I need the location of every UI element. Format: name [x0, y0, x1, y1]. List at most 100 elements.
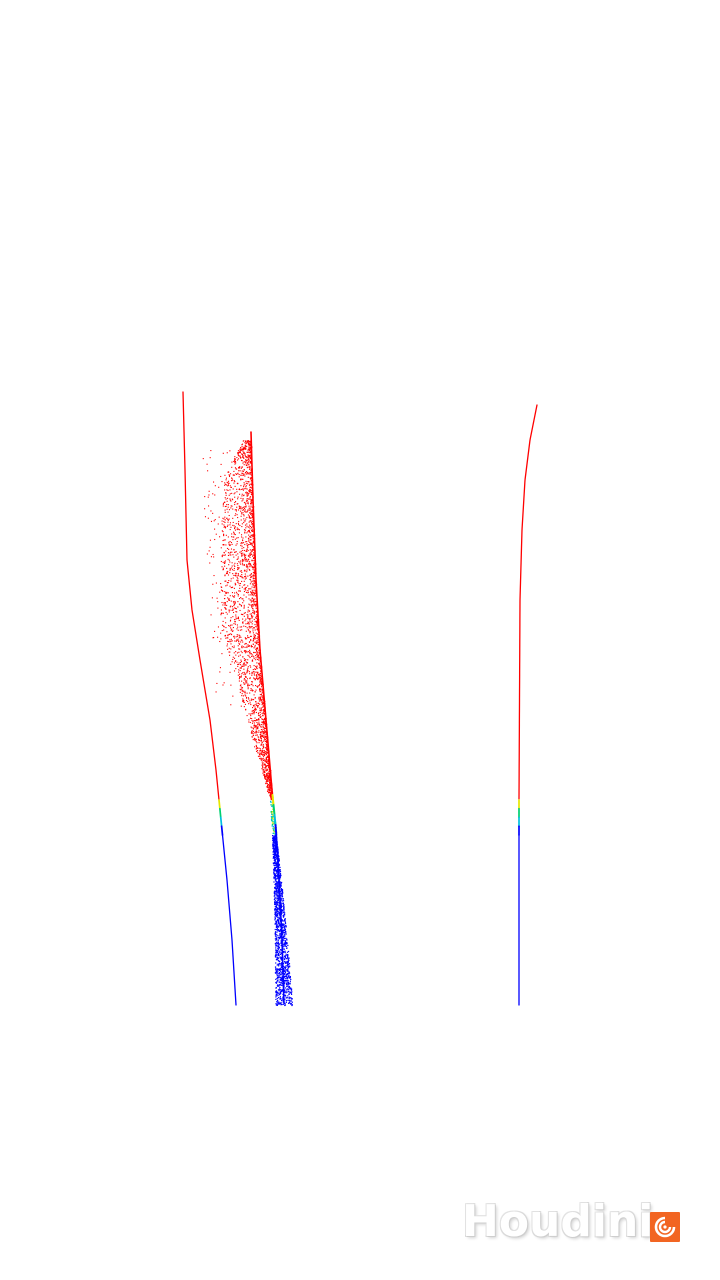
particle-dot — [229, 541, 231, 543]
particle-dot — [287, 964, 290, 966]
particle-dot — [244, 447, 246, 449]
particle-dot — [286, 974, 288, 976]
particle-dot — [241, 645, 243, 647]
particle-dot — [243, 607, 245, 609]
particle-dot — [216, 682, 218, 684]
particle-dot — [227, 489, 229, 492]
particle-dot — [277, 910, 279, 913]
particle-dot — [228, 494, 230, 496]
particle-dot — [232, 609, 234, 611]
particle-dot — [232, 656, 234, 658]
particle-dot — [245, 471, 248, 473]
particle-dot — [270, 787, 272, 789]
particle-dot — [284, 956, 286, 958]
particle-dot — [248, 598, 250, 600]
particle-dot — [241, 688, 243, 690]
particle-dot — [259, 740, 261, 742]
particle-dot — [265, 776, 267, 778]
particle-dot — [263, 770, 265, 773]
particle-dot — [231, 480, 233, 482]
particle-dot — [258, 659, 260, 661]
left-trail-transition-segment — [220, 825, 224, 836]
particle-dot — [255, 593, 257, 595]
particle-dot — [270, 811, 272, 813]
particle-dot — [264, 752, 266, 754]
particle-dot — [262, 725, 264, 727]
particle-dot — [250, 469, 252, 471]
particle-dot — [252, 605, 254, 607]
particle-dot — [253, 722, 255, 724]
particle-dot — [251, 500, 253, 502]
particle-dot — [244, 692, 246, 694]
particle-dot — [275, 939, 278, 941]
particle-dot — [243, 570, 245, 572]
particle-dot — [277, 930, 279, 932]
particle-dot — [260, 699, 263, 701]
particle-dot — [268, 779, 270, 781]
particle-dot — [264, 728, 266, 730]
particle-dot — [276, 914, 278, 916]
particle-dot — [273, 849, 275, 851]
particle-dot — [255, 734, 257, 736]
particle-dot — [237, 616, 239, 618]
particle-dot — [246, 494, 248, 496]
particle-dot — [233, 525, 235, 527]
particle-dot — [239, 643, 241, 645]
particle-dot — [282, 997, 284, 999]
particle-dot — [244, 461, 246, 463]
particle-dot — [267, 784, 269, 786]
particle-dot — [238, 590, 240, 592]
particle-dot — [244, 531, 246, 533]
particle-dot — [245, 709, 247, 711]
particle-dot — [232, 608, 234, 610]
particle-dot — [250, 536, 252, 538]
particle-dot — [251, 597, 253, 599]
particle-dot — [206, 463, 208, 465]
particle-dot — [238, 669, 240, 671]
particle-dot — [251, 727, 253, 729]
particle-dot — [259, 682, 261, 684]
particle-dot — [248, 618, 250, 620]
particle-dot — [277, 943, 279, 945]
particle-dot — [275, 923, 278, 925]
particle-dot — [276, 901, 278, 903]
particle-dot — [253, 565, 255, 567]
particle-dot — [276, 995, 278, 997]
particle-dot — [276, 951, 279, 954]
particle-dot — [273, 868, 275, 870]
particle-dot — [237, 629, 239, 631]
particle-dot — [253, 572, 256, 574]
particle-dot — [255, 719, 257, 721]
particle-dot — [249, 684, 251, 686]
particle-dot — [241, 500, 243, 502]
particle-dot — [248, 456, 250, 458]
particle-dot — [239, 609, 241, 612]
particle-dot — [236, 459, 239, 461]
particle-dot — [288, 966, 290, 968]
particle-dot — [236, 661, 238, 663]
particle-dot — [241, 545, 243, 547]
left-trail-transition-segment — [219, 816, 223, 828]
particle-dot — [228, 475, 231, 478]
particle-dot — [248, 558, 250, 561]
particle-dot — [261, 701, 263, 703]
particle-dot — [274, 897, 276, 899]
particle-dot — [230, 578, 232, 580]
particle-dot — [237, 472, 239, 474]
particle-dot — [228, 609, 230, 611]
particle-dot — [287, 979, 289, 982]
particle-dot — [233, 596, 235, 598]
particle-dot — [226, 517, 228, 519]
particle-dot — [251, 583, 253, 585]
particle-dot — [274, 859, 276, 861]
particle-dot — [236, 634, 238, 636]
particle-dot — [276, 904, 279, 906]
particle-dot — [290, 988, 293, 990]
particle-dot — [243, 501, 245, 504]
particle-dot — [239, 670, 241, 672]
particle-dot — [231, 661, 233, 663]
particle-dot — [249, 702, 251, 704]
particle-dot — [226, 591, 228, 593]
particle-dot — [237, 522, 239, 524]
